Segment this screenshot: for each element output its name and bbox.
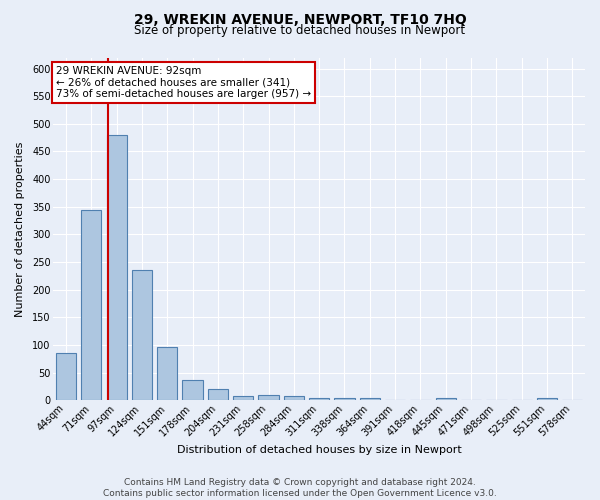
- Bar: [309, 398, 329, 400]
- Bar: [233, 396, 253, 400]
- Bar: [157, 346, 178, 401]
- Bar: [81, 210, 101, 400]
- Bar: [182, 380, 203, 400]
- Bar: [436, 398, 456, 400]
- Text: Contains HM Land Registry data © Crown copyright and database right 2024.
Contai: Contains HM Land Registry data © Crown c…: [103, 478, 497, 498]
- X-axis label: Distribution of detached houses by size in Newport: Distribution of detached houses by size …: [177, 445, 461, 455]
- Text: Size of property relative to detached houses in Newport: Size of property relative to detached ho…: [134, 24, 466, 37]
- Bar: [359, 398, 380, 400]
- Bar: [132, 270, 152, 400]
- Bar: [334, 398, 355, 400]
- Text: 29, WREKIN AVENUE, NEWPORT, TF10 7HQ: 29, WREKIN AVENUE, NEWPORT, TF10 7HQ: [134, 12, 466, 26]
- Bar: [107, 135, 127, 400]
- Text: 29 WREKIN AVENUE: 92sqm
← 26% of detached houses are smaller (341)
73% of semi-d: 29 WREKIN AVENUE: 92sqm ← 26% of detache…: [56, 66, 311, 100]
- Bar: [208, 389, 228, 400]
- Bar: [284, 396, 304, 400]
- Bar: [259, 394, 278, 400]
- Bar: [537, 398, 557, 400]
- Bar: [56, 354, 76, 401]
- Y-axis label: Number of detached properties: Number of detached properties: [15, 141, 25, 316]
